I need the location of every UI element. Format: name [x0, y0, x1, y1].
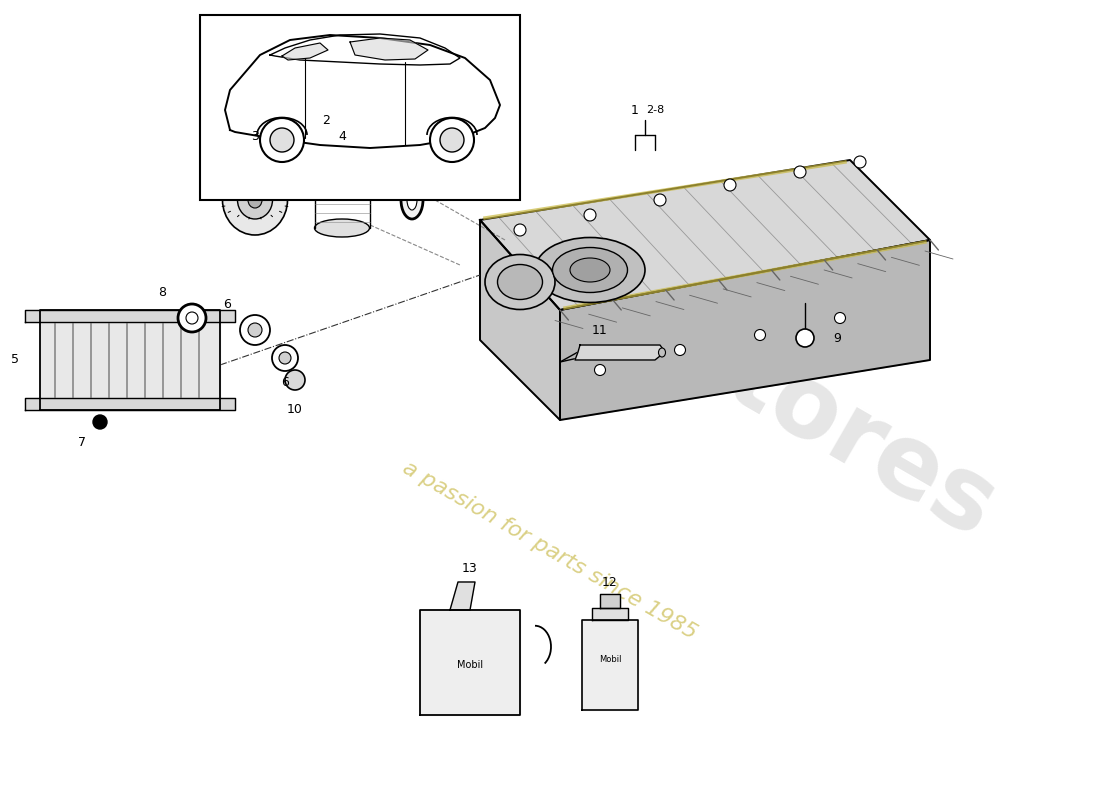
Ellipse shape — [315, 219, 370, 237]
Ellipse shape — [659, 348, 666, 357]
Circle shape — [260, 118, 304, 162]
Circle shape — [285, 370, 305, 390]
Circle shape — [94, 415, 107, 429]
Circle shape — [796, 329, 814, 347]
Text: 9: 9 — [833, 331, 840, 345]
Polygon shape — [25, 398, 235, 410]
Text: 1: 1 — [631, 103, 639, 117]
Ellipse shape — [552, 247, 627, 293]
Polygon shape — [600, 594, 620, 608]
Ellipse shape — [222, 165, 287, 235]
Ellipse shape — [402, 181, 424, 219]
Text: a passion for parts since 1985: a passion for parts since 1985 — [399, 458, 701, 642]
Polygon shape — [420, 610, 520, 715]
Circle shape — [584, 209, 596, 221]
Text: 4: 4 — [338, 130, 345, 142]
Circle shape — [755, 330, 766, 341]
Text: 3: 3 — [251, 130, 258, 142]
Circle shape — [654, 194, 666, 206]
Text: Mobil: Mobil — [598, 655, 622, 665]
Text: Mobil: Mobil — [456, 659, 483, 670]
Circle shape — [594, 365, 605, 375]
Text: eurotores: eurotores — [487, 201, 1012, 559]
Circle shape — [186, 312, 198, 324]
Polygon shape — [592, 608, 628, 620]
Polygon shape — [25, 310, 235, 322]
Circle shape — [854, 156, 866, 168]
Ellipse shape — [238, 181, 273, 219]
Text: 13: 13 — [462, 562, 477, 574]
Polygon shape — [560, 240, 930, 420]
Bar — [200, 15, 520, 200]
Ellipse shape — [315, 163, 370, 181]
Circle shape — [514, 224, 526, 236]
Circle shape — [674, 345, 685, 355]
Text: 10: 10 — [287, 403, 303, 417]
Circle shape — [794, 166, 806, 178]
Polygon shape — [40, 310, 220, 410]
Circle shape — [440, 128, 464, 152]
Ellipse shape — [248, 192, 262, 208]
Ellipse shape — [497, 265, 542, 299]
Circle shape — [279, 352, 292, 364]
Polygon shape — [282, 43, 328, 60]
Text: 7: 7 — [78, 435, 86, 449]
Text: 6: 6 — [223, 298, 231, 311]
Polygon shape — [582, 620, 638, 710]
Ellipse shape — [535, 238, 645, 302]
Circle shape — [272, 345, 298, 371]
Polygon shape — [350, 38, 428, 60]
Text: 5: 5 — [11, 354, 19, 366]
Polygon shape — [480, 220, 560, 420]
Circle shape — [835, 313, 846, 323]
Text: 2: 2 — [322, 114, 330, 126]
Ellipse shape — [333, 169, 351, 175]
Polygon shape — [450, 582, 475, 610]
Text: 11: 11 — [592, 323, 608, 337]
Text: 12: 12 — [602, 575, 618, 589]
Ellipse shape — [485, 254, 556, 310]
Polygon shape — [480, 160, 930, 310]
Circle shape — [430, 118, 474, 162]
Circle shape — [724, 179, 736, 191]
Circle shape — [248, 323, 262, 337]
Ellipse shape — [570, 258, 611, 282]
Polygon shape — [575, 345, 666, 360]
Text: 6: 6 — [282, 377, 289, 390]
Circle shape — [240, 315, 270, 345]
Ellipse shape — [407, 190, 417, 210]
Circle shape — [178, 304, 206, 332]
Text: 2-8: 2-8 — [646, 105, 664, 115]
Text: 8: 8 — [158, 286, 166, 299]
Circle shape — [270, 128, 294, 152]
